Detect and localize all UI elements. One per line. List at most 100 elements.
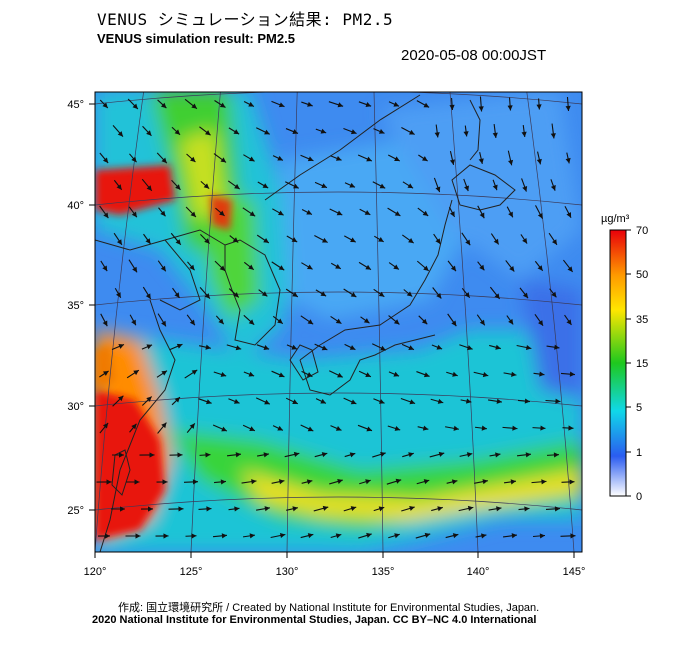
wind-arrow (448, 206, 456, 218)
colorbar-tick-label: 50 (636, 269, 648, 281)
wind-arrow (330, 262, 342, 270)
wind-arrow (187, 261, 195, 271)
colorbar-tick-label: 35 (636, 314, 648, 326)
wind-arrow (521, 124, 527, 138)
wind-arrow (141, 344, 153, 350)
wind-arrow (271, 100, 285, 108)
wind-arrow (172, 287, 180, 299)
wind-arrow (360, 316, 370, 324)
wind-arrow (401, 505, 415, 512)
wind-arrow (157, 260, 167, 272)
wind-arrow (156, 370, 168, 378)
lon-tick-label: 145° (563, 566, 586, 578)
wind-arrow (314, 181, 328, 189)
wind-arrow (545, 506, 561, 512)
wind-arrow (228, 506, 240, 512)
wind-arrow (199, 452, 211, 458)
wind-arrow (401, 234, 415, 244)
wind-arrow (313, 505, 329, 512)
wind-arrow (507, 150, 514, 166)
wind-arrow (506, 315, 514, 325)
wind-arrow (402, 452, 414, 458)
wind-arrow (372, 181, 386, 189)
wind-arrow (243, 371, 255, 377)
colorbar-tick-label: 15 (636, 358, 648, 370)
wind-arrow (314, 235, 328, 243)
wind-arrow (374, 235, 384, 243)
wind-arrow (561, 479, 575, 485)
wind-arrow (199, 126, 211, 136)
wind-arrow (433, 233, 441, 245)
wind-arrow (142, 286, 152, 300)
wind-arrow (300, 154, 314, 162)
wind-arrow (417, 425, 429, 431)
wind-arrow (388, 101, 400, 107)
wind-arrow (156, 152, 168, 164)
wind-arrow (534, 260, 544, 272)
wind-arrow (143, 233, 151, 245)
coastlines (95, 94, 516, 552)
wind-arrow (315, 289, 327, 297)
wind-arrow (272, 155, 284, 161)
wind-arrow (215, 315, 225, 325)
wind-arrow (213, 371, 227, 377)
wind-arrow (271, 261, 285, 271)
wind-arrow (127, 98, 139, 110)
wind-arrow (463, 178, 469, 192)
wind-arrow (343, 506, 357, 512)
wind-arrow (565, 96, 571, 112)
wind-arrow (359, 208, 371, 216)
wind-arrow (169, 452, 183, 458)
wind-arrow (433, 177, 441, 193)
wind-arrow (285, 288, 299, 298)
wind-arrow (315, 398, 327, 404)
wind-arrow (357, 424, 373, 432)
wind-arrow (536, 151, 542, 165)
wind-arrow (99, 205, 109, 219)
wind-arrow (562, 425, 574, 431)
wind-arrow (533, 371, 545, 377)
wind-arrow (242, 424, 256, 432)
wind-arrow (357, 154, 373, 162)
wind-arrow (502, 533, 518, 539)
wind-arrow (157, 99, 167, 109)
wind-arrow (388, 262, 400, 270)
wind-arrow (198, 398, 212, 405)
graticule (95, 92, 582, 552)
wind-arrow (96, 479, 112, 485)
wind-arrow (431, 506, 443, 512)
wind-arrow (256, 452, 270, 458)
wind-arrow (549, 288, 557, 298)
wind-vector-field (96, 96, 576, 539)
wind-arrow (184, 369, 198, 379)
wind-arrow (449, 151, 455, 165)
wind-arrow (300, 424, 314, 432)
wind-arrow (373, 398, 385, 404)
wind-arrow (271, 370, 285, 378)
wind-arrow (371, 343, 387, 351)
wind-arrow (214, 260, 226, 272)
wind-arrow (373, 506, 385, 512)
wind-arrow (199, 344, 211, 350)
wind-arrow (156, 479, 168, 485)
wind-arrow (212, 424, 228, 432)
wind-arrow (359, 479, 371, 485)
wind-arrow (300, 315, 314, 325)
wind-arrow (170, 232, 182, 246)
wind-arrow (329, 478, 343, 485)
title-japanese: VENUS シミュレーション結果: PM2.5 (97, 10, 394, 29)
wind-arrow (242, 207, 256, 217)
wind-arrow (402, 181, 414, 189)
wind-arrow (284, 451, 300, 458)
lat-tick-label: 45° (67, 99, 84, 111)
wind-arrow (99, 422, 109, 434)
wind-arrow (328, 101, 344, 108)
wind-arrow (113, 232, 123, 246)
lat-tick-label: 25° (67, 505, 84, 517)
wind-arrow (155, 533, 169, 539)
wind-arrow (329, 370, 343, 378)
wind-arrow (171, 179, 181, 191)
wind-arrow (330, 155, 342, 161)
wind-arrow (343, 128, 357, 135)
